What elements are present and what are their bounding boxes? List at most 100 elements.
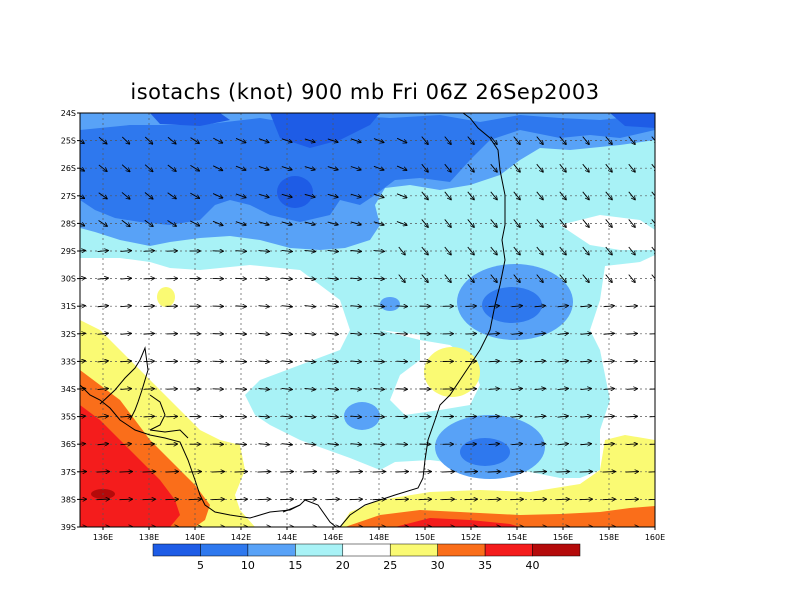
wind-arrow bbox=[556, 499, 570, 500]
wind-arrow bbox=[373, 416, 385, 417]
lat-tick-label: 36S bbox=[61, 440, 76, 449]
wind-arrow bbox=[464, 472, 478, 473]
wind-arrow bbox=[626, 416, 638, 417]
wind-arrow bbox=[465, 334, 477, 335]
wind-arrow bbox=[582, 163, 590, 172]
wind-arrow bbox=[211, 472, 225, 473]
wind-arrow bbox=[281, 333, 293, 334]
wind-arrow bbox=[465, 306, 477, 307]
wind-arrow bbox=[80, 361, 86, 362]
wind-arrow bbox=[467, 136, 475, 145]
wind-arrow bbox=[396, 334, 408, 335]
wind-arrow bbox=[536, 136, 544, 145]
wind-arrow bbox=[144, 164, 153, 172]
wind-arrow bbox=[80, 444, 86, 445]
wind-arrow bbox=[327, 306, 339, 307]
wind-arrow bbox=[603, 444, 615, 445]
wind-arrow bbox=[97, 416, 109, 417]
wind-arrow bbox=[603, 389, 615, 390]
lat-tick-label: 25S bbox=[61, 137, 76, 146]
wind-arrow bbox=[327, 388, 339, 389]
wind-arrow bbox=[396, 306, 408, 307]
wind-arrow bbox=[80, 416, 86, 417]
lat-tick-label: 39S bbox=[61, 523, 76, 532]
wind-arrow bbox=[98, 192, 108, 199]
wind-arrow bbox=[626, 444, 638, 445]
wind-arrow bbox=[398, 246, 406, 255]
wind-arrow bbox=[488, 333, 500, 334]
wind-arrow bbox=[350, 193, 361, 197]
wind-arrow bbox=[327, 250, 339, 251]
wind-arrow bbox=[602, 499, 616, 500]
wind-arrow bbox=[511, 361, 523, 362]
wind-arrow bbox=[213, 137, 222, 143]
wind-arrow bbox=[557, 333, 569, 334]
wind-arrow bbox=[80, 165, 84, 171]
wind-arrow bbox=[98, 136, 107, 144]
wind-arrow bbox=[626, 389, 638, 390]
axis-ticks: 136E 138E 140E 142E 144E 146E 148E 150E 152E 154E… bbox=[61, 109, 665, 542]
wind-arrow bbox=[605, 219, 613, 227]
lat-tick-label: 38S bbox=[61, 495, 76, 504]
wind-arrow bbox=[281, 444, 293, 445]
wind-arrow bbox=[350, 388, 362, 389]
lat-tick-label: 34S bbox=[61, 385, 76, 394]
wind-arrow bbox=[212, 165, 223, 171]
wind-arrow bbox=[626, 361, 638, 362]
wind-arrow bbox=[628, 191, 636, 200]
lat-tick-label: 24S bbox=[61, 109, 76, 118]
wind-arrow bbox=[510, 472, 524, 473]
wind-arrow bbox=[304, 250, 316, 251]
wind-arrow bbox=[350, 278, 362, 279]
wind-arrow bbox=[421, 246, 429, 255]
wind-arrow bbox=[304, 333, 316, 334]
wind-arrow bbox=[119, 472, 133, 473]
wind-arrow bbox=[511, 416, 523, 417]
wind-arrow bbox=[280, 499, 294, 500]
wind-arrow bbox=[441, 472, 455, 473]
colorbar: 5 10 15 20 25 30 35 40 bbox=[152, 543, 581, 572]
wind-arrow bbox=[582, 219, 590, 227]
wind-arrow bbox=[97, 388, 109, 389]
coastline bbox=[80, 113, 506, 527]
colorbar-label: 20 bbox=[336, 559, 350, 572]
wind-arrow bbox=[121, 219, 130, 226]
wind-arrow bbox=[80, 221, 84, 226]
wind-arrow bbox=[190, 137, 200, 144]
wind-arrow bbox=[513, 219, 521, 227]
wind-arrow bbox=[144, 219, 153, 226]
wind-arrow bbox=[511, 444, 523, 445]
wind-arrow bbox=[513, 136, 521, 145]
wind-arrow bbox=[80, 278, 86, 279]
wind-arrow bbox=[281, 388, 293, 389]
wind-arrow bbox=[80, 333, 86, 334]
wind-arrow bbox=[190, 165, 199, 171]
colorbar-swatch bbox=[484, 543, 533, 557]
wind-arrow bbox=[396, 444, 408, 445]
lon-tick-label: 158E bbox=[599, 533, 619, 542]
wind-arrow bbox=[212, 220, 223, 225]
wind-arrow bbox=[304, 222, 316, 225]
wind-arrow bbox=[651, 136, 655, 145]
colorbar-label: 30 bbox=[431, 559, 445, 572]
wind-arrow bbox=[490, 163, 498, 172]
wind-arrow bbox=[80, 472, 87, 473]
wind-arrow bbox=[372, 472, 386, 473]
wind-arrow bbox=[534, 416, 546, 417]
wind-arrow bbox=[258, 165, 269, 170]
wind-arrow bbox=[257, 499, 271, 500]
wind-arrow bbox=[97, 444, 109, 445]
wind-arrow bbox=[327, 222, 339, 225]
wind-arrow bbox=[303, 499, 317, 500]
wind-arrow bbox=[579, 499, 593, 500]
wind-arrow bbox=[304, 416, 316, 417]
wind-arrow bbox=[648, 471, 655, 473]
wind-arrow bbox=[350, 221, 362, 225]
wind-arrow bbox=[235, 444, 247, 445]
wind-arrow bbox=[465, 444, 477, 445]
colorbar-swatch bbox=[342, 543, 391, 557]
wind-arrow bbox=[444, 163, 452, 172]
wind-arrow bbox=[487, 472, 501, 473]
wind-arrow bbox=[513, 274, 521, 283]
wind-arrow bbox=[625, 499, 639, 500]
